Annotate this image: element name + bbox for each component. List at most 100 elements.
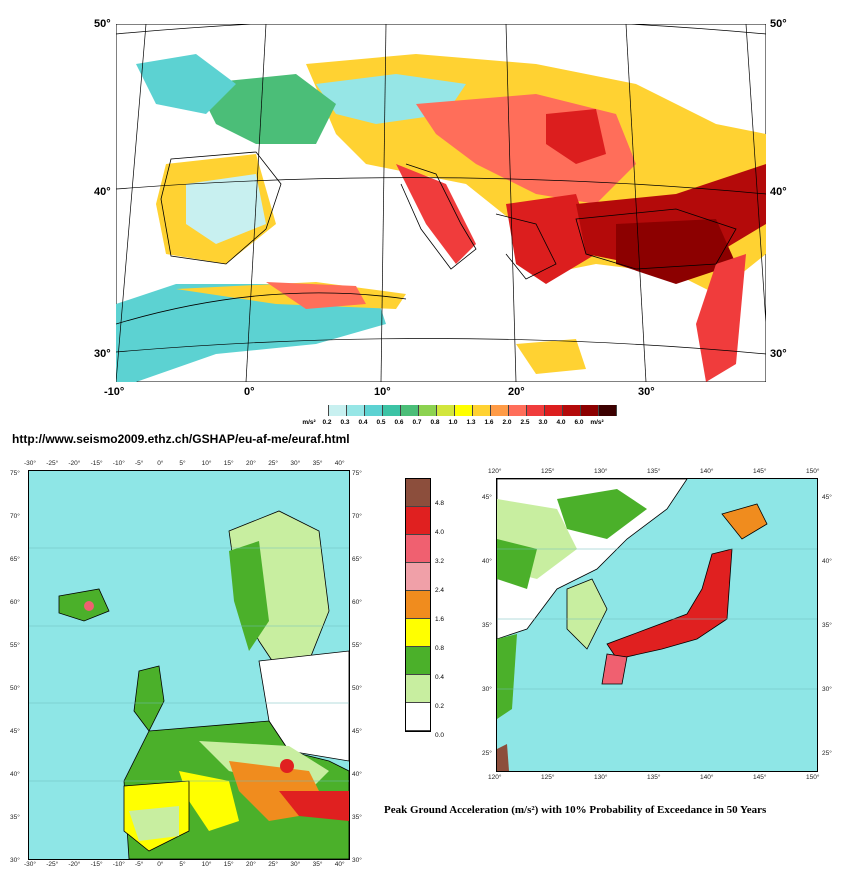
japan-lon-tick: 125°	[541, 468, 555, 475]
europe-lat-tick: 45°	[352, 728, 362, 735]
lon-label-0: 0°	[244, 386, 255, 398]
mid-legend-value: 0.0	[435, 732, 445, 739]
europe-lat-tick: 30°	[352, 857, 362, 864]
europe-lat-tick: 50°	[10, 685, 20, 692]
europe-lon-tick: 25°	[268, 861, 279, 868]
japan-lon-tick: 140°	[700, 774, 714, 781]
mid-legend-value: 3.2	[435, 558, 445, 565]
mid-legend-value: 0.8	[435, 645, 445, 652]
europe-lat-tick: 30°	[10, 857, 20, 864]
japan-hazard-map	[496, 478, 818, 772]
source-url[interactable]: http://www.seismo2009.ethz.ch/GSHAP/eu-a…	[12, 432, 350, 446]
europe-lon-tick: -20°	[68, 861, 81, 868]
japan-lon-tick: 130°	[594, 774, 608, 781]
europe-lon-tick: 30°	[290, 861, 301, 868]
europe-lon-tick: -25°	[46, 460, 59, 467]
top-legend-value: 0.5	[376, 419, 386, 426]
europe-lon-tick: 5°	[179, 460, 186, 467]
top-legend-value: 4.0	[556, 419, 566, 426]
mid-legend-value: 4.0	[435, 529, 445, 536]
top-legend-swatch	[509, 405, 527, 416]
top-legend-swatch	[473, 405, 491, 416]
europe-lon-tick: -20°	[68, 460, 81, 467]
europe-lat-tick: 65°	[352, 556, 362, 563]
japan-lon-tick: 120°	[488, 468, 502, 475]
mid-legend-swatch	[406, 479, 430, 507]
top-legend-value: 0.3	[340, 419, 350, 426]
top-legend-value: 0.6	[394, 419, 404, 426]
europe-lon-tick: 20°	[246, 861, 256, 868]
japan-lat-tick: 25°	[482, 750, 492, 757]
top-legend-value: 2.0	[502, 419, 512, 426]
europe-lat-tick: 50°	[352, 685, 362, 692]
top-legend-unit-right: m/s²	[590, 419, 604, 426]
europe-lon-tick: 35°	[312, 460, 323, 467]
europe-lon-tick: 40°	[334, 460, 345, 467]
japan-lon-tick: 145°	[753, 774, 767, 781]
europe-lat-tick: 70°	[10, 513, 20, 520]
top-legend-value: 2.5	[520, 419, 530, 426]
europe-lon-tick: -10°	[112, 460, 125, 467]
mid-legend-swatch	[406, 703, 430, 731]
europe-lon-tick: 30°	[290, 460, 301, 467]
top-legend-swatch	[383, 405, 401, 416]
europe-lon-tick: 5°	[179, 861, 186, 868]
lat-label-30-left: 30°	[94, 348, 111, 360]
top-legend-swatch	[581, 405, 599, 416]
top-legend-swatch	[491, 405, 509, 416]
japan-lat-tick: 45°	[482, 494, 492, 501]
mid-legend-swatch	[406, 507, 430, 535]
japan-lon-tick: 150°	[806, 774, 820, 781]
europe-lat-tick: 35°	[10, 814, 20, 821]
europe-lon-tick: 0°	[157, 861, 164, 868]
europe-lon-tick: -15°	[90, 460, 103, 467]
europe-lon-tick: -10°	[112, 861, 125, 868]
japan-lat-tick: 35°	[482, 622, 492, 629]
lat-label-40-left: 40°	[94, 186, 111, 198]
lon-label-minus10: -10°	[104, 386, 125, 398]
japan-lon-tick: 135°	[647, 468, 661, 475]
lat-label-50-right: 50°	[770, 18, 787, 30]
mid-legend-swatch	[406, 619, 430, 647]
japan-lon-tick: 140°	[700, 468, 714, 475]
mid-legend-swatch	[406, 535, 430, 563]
top-hazard-map	[115, 18, 767, 383]
europe-lon-tick: 25°	[268, 460, 279, 467]
europe-lat-tick: 40°	[352, 771, 362, 778]
top-legend-value: 1.6	[484, 419, 494, 426]
japan-lat-tick: 40°	[482, 558, 492, 565]
mid-legend-value: 0.4	[435, 674, 445, 681]
mid-legend-value: 2.4	[435, 587, 445, 594]
europe-lat-tick: 65°	[10, 556, 20, 563]
europe-lon-tick: 35°	[312, 861, 323, 868]
top-legend-value: 3.0	[538, 419, 548, 426]
japan-lat-tick: 45°	[822, 494, 832, 501]
japan-lon-tick: 150°	[806, 468, 820, 475]
top-legend-swatch	[329, 405, 347, 416]
europe-lon-tick: 10°	[201, 861, 212, 868]
lon-label-20: 20°	[508, 386, 525, 398]
lon-label-10: 10°	[374, 386, 391, 398]
japan-lon-tick: 135°	[647, 774, 661, 781]
europe-lat-tick: 40°	[10, 771, 20, 778]
europe-lat-tick: 60°	[352, 599, 362, 606]
top-legend-swatch	[545, 405, 563, 416]
top-legend-swatch	[599, 405, 617, 416]
europe-lat-tick: 60°	[10, 599, 20, 606]
japan-lon-tick: 130°	[594, 468, 608, 475]
top-legend-swatch	[347, 405, 365, 416]
lat-label-50-left: 50°	[94, 18, 111, 30]
europe-map-svg	[29, 510, 349, 859]
top-legend-value: 0.2	[322, 419, 332, 426]
mid-legend-swatch	[406, 563, 430, 591]
top-legend-value: 0.4	[358, 419, 368, 426]
europe-lat-tick: 75°	[10, 470, 20, 477]
japan-lon-tick: 125°	[541, 774, 555, 781]
mid-legend-colorbar	[405, 478, 431, 732]
europe-lat-tick: 55°	[352, 642, 362, 649]
europe-lon-tick: -30°	[24, 861, 36, 868]
top-legend-labels: m/s² 0.2 0.3 0.4 0.5 0.6 0.7 0.8 1.0 1.3 1.6 2.0 2.5…	[300, 419, 606, 426]
europe-lat-tick: 55°	[10, 642, 20, 649]
mid-legend-swatch	[406, 591, 430, 619]
europe-lon-tick: 15°	[223, 460, 234, 467]
